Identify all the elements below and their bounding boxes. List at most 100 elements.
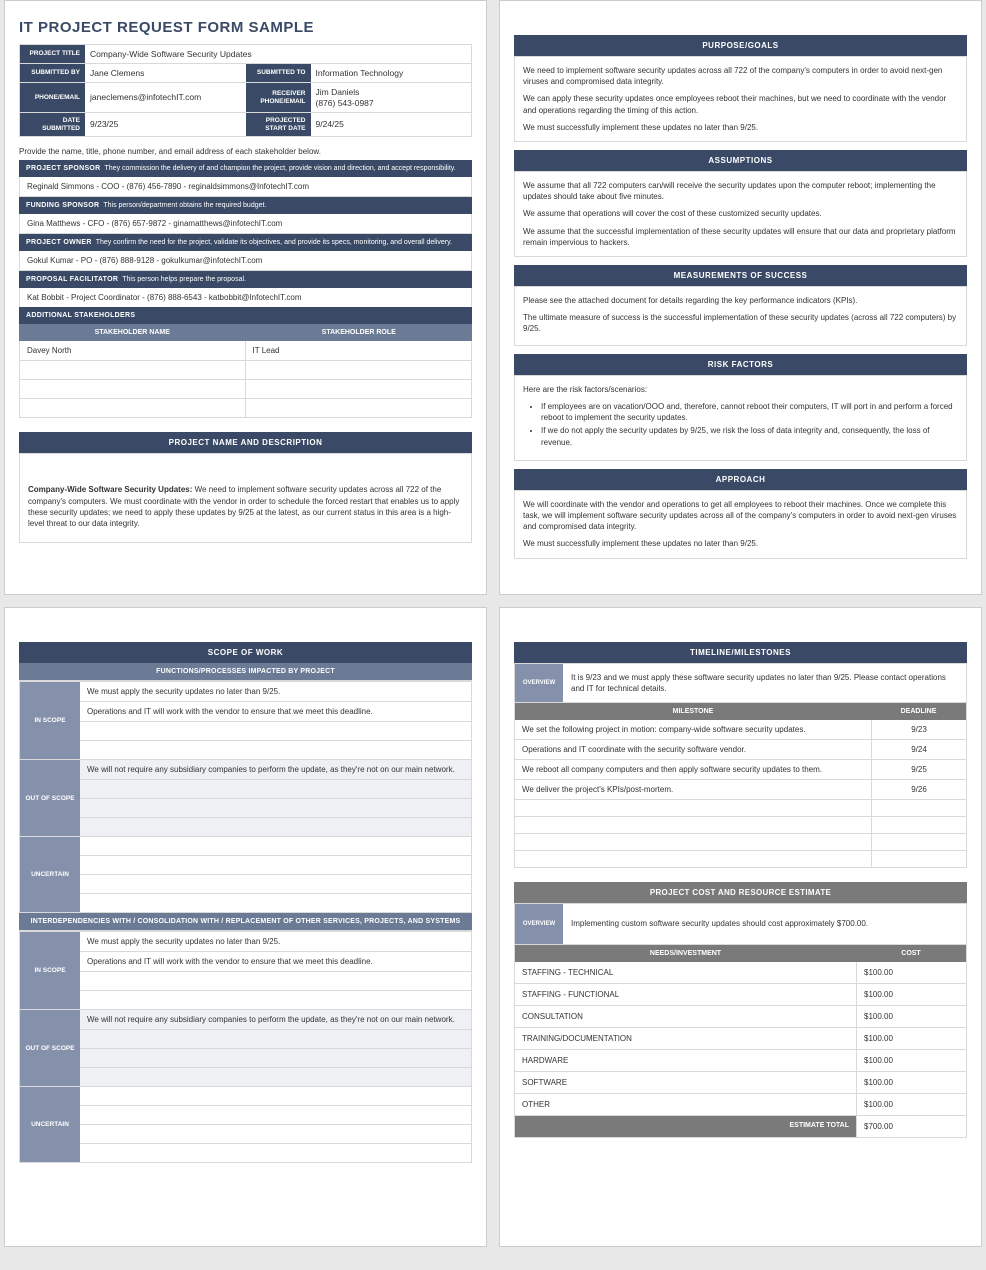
col-milestone: MILESTONE [515, 703, 871, 720]
cell-deadline: 9/25 [871, 760, 966, 779]
scope-row: We must apply the security updates no la… [80, 681, 471, 701]
table-row: Operations and IT coordinate with the se… [515, 740, 966, 760]
receiver-phone: (876) 543-0987 [316, 98, 374, 108]
para: We can apply these security updates once… [523, 93, 958, 115]
table-row [515, 851, 966, 868]
timeline-overview-text: It is 9/23 and we must apply these softw… [563, 664, 966, 702]
cell-role [246, 380, 472, 398]
role-header: PROPOSAL FACILITATORThis person helps pr… [19, 271, 472, 288]
table-row [20, 380, 471, 399]
cell-deadline [871, 817, 966, 833]
cost-total-value: $700.00 [856, 1116, 966, 1137]
cell-role: IT Lead [246, 341, 472, 360]
table-row: STAFFING - TECHNICAL$100.00 [515, 962, 966, 984]
table-row [515, 834, 966, 851]
scope-row [80, 779, 471, 798]
section-body: Here are the risk factors/scenarios: If e… [514, 375, 967, 461]
val-submitted-to: Information Technology [311, 63, 472, 82]
section-header: ASSUMPTIONS [514, 150, 967, 171]
table-row: We deliver the project's KPIs/post-morte… [515, 780, 966, 800]
cell-need: STAFFING - FUNCTIONAL [515, 984, 856, 1005]
scope-row: We will not require any subsidiary compa… [80, 759, 471, 779]
stakeholder-roles: PROJECT SPONSORThey commission the deliv… [19, 160, 472, 308]
scope-row [80, 971, 471, 990]
cell-deadline: 9/23 [871, 720, 966, 739]
cell-cost: $100.00 [856, 1006, 966, 1027]
table-row [515, 800, 966, 817]
bullet: If employees are on vacation/OOO and, th… [541, 401, 958, 423]
col-deadline: DEADLINE [871, 703, 966, 720]
cost-overview-label: OVERVIEW [515, 904, 563, 943]
additional-stakeholders-hdr: ADDITIONAL STAKEHOLDERS [19, 307, 472, 324]
desc-name: Company-Wide Software Security Updates: [28, 485, 192, 494]
cell-milestone [515, 800, 871, 816]
timeline-header: TIMELINE/MILESTONES [514, 642, 967, 663]
cell-name: Davey North [20, 341, 246, 360]
section-body: Please see the attached document for det… [514, 286, 967, 346]
cell-cost: $100.00 [856, 1094, 966, 1115]
page-4: TIMELINE/MILESTONES OVERVIEW It is 9/23 … [499, 607, 982, 1247]
para: Here are the risk factors/scenarios: [523, 384, 958, 395]
form-title: IT PROJECT REQUEST FORM SAMPLE [19, 19, 472, 36]
scope-label: IN SCOPE [20, 931, 80, 1009]
para: Please see the attached document for det… [523, 295, 958, 306]
val-submitted-by: Jane Clemens [85, 63, 246, 82]
scope-group: OUT OF SCOPEWe will not require any subs… [20, 1009, 471, 1086]
cell-milestone: We set the following project in motion: … [515, 720, 871, 739]
lbl-phone-email: PHONE/EMAIL [20, 82, 85, 111]
para: We will coordinate with the vendor and o… [523, 499, 958, 533]
scope-row [80, 1048, 471, 1067]
cell-deadline [871, 834, 966, 850]
role-header: PROJECT SPONSORThey commission the deliv… [19, 160, 472, 177]
scope-row: Operations and IT will work with the ven… [80, 951, 471, 971]
cell-milestone: We reboot all company computers and then… [515, 760, 871, 779]
cost-total-label: ESTIMATE TOTAL [515, 1116, 856, 1137]
scope-label: UNCERTAIN [20, 1086, 80, 1162]
timeline-overview: OVERVIEW It is 9/23 and we must apply th… [514, 663, 967, 703]
val-phone-email: janeclemens@infotechIT.com [85, 82, 246, 111]
val-start-date: 9/24/25 [311, 112, 472, 137]
para: We assume that operations will cover the… [523, 208, 958, 219]
scope-row: Operations and IT will work with the ven… [80, 701, 471, 721]
bullet-list: If employees are on vacation/OOO and, th… [541, 401, 958, 448]
val-receiver: Jim Daniels (876) 543-0987 [311, 82, 472, 111]
lbl-project-title: PROJECT TITLE [20, 45, 85, 63]
table-row: CONSULTATION$100.00 [515, 1006, 966, 1028]
section-header: MEASUREMENTS OF SUCCESS [514, 265, 967, 286]
scope-row [80, 1124, 471, 1143]
stakeholder-columns: STAKEHOLDER NAME STAKEHOLDER ROLE [19, 324, 472, 341]
scope-table-1: IN SCOPEWe must apply the security updat… [19, 680, 472, 913]
section-body: We assume that all 722 computers can/wil… [514, 171, 967, 257]
role-value: Gina Matthews - CFO - (876) 657-9872 - g… [19, 214, 472, 234]
scope-row [80, 990, 471, 1009]
scope-row [80, 1067, 471, 1086]
col-stakeholder-role: STAKEHOLDER ROLE [246, 324, 473, 341]
scope-row [80, 1086, 471, 1105]
cell-need: OTHER [515, 1094, 856, 1115]
scope-header: SCOPE OF WORK [19, 642, 472, 663]
cell-milestone [515, 817, 871, 833]
cell-milestone: We deliver the project's KPIs/post-morte… [515, 780, 871, 799]
header-grid: PROJECT TITLE Company-Wide Software Secu… [19, 44, 472, 137]
section-body: We will coordinate with the vendor and o… [514, 490, 967, 559]
cell-need: HARDWARE [515, 1050, 856, 1071]
table-row: We reboot all company computers and then… [515, 760, 966, 780]
val-date-submitted: 9/23/25 [85, 112, 246, 137]
page-1: IT PROJECT REQUEST FORM SAMPLE PROJECT T… [4, 0, 487, 595]
para: We assume that all 722 computers can/wil… [523, 180, 958, 202]
timeline-overview-label: OVERVIEW [515, 664, 563, 702]
scope-row [80, 836, 471, 855]
table-row [515, 817, 966, 834]
receiver-name: Jim Daniels [316, 87, 374, 97]
role-header: FUNDING SPONSORThis person/department ob… [19, 197, 472, 214]
scope-row: We will not require any subsidiary compa… [80, 1009, 471, 1029]
section-header: APPROACH [514, 469, 967, 490]
stakeholder-table: Davey NorthIT Lead [19, 341, 472, 418]
table-row: TRAINING/DOCUMENTATION$100.00 [515, 1028, 966, 1050]
cell-need: CONSULTATION [515, 1006, 856, 1027]
scope-label: IN SCOPE [20, 681, 80, 759]
description-header: PROJECT NAME AND DESCRIPTION [19, 432, 472, 453]
cell-milestone [515, 834, 871, 850]
para: We must successfully implement these upd… [523, 538, 958, 549]
table-row: HARDWARE$100.00 [515, 1050, 966, 1072]
